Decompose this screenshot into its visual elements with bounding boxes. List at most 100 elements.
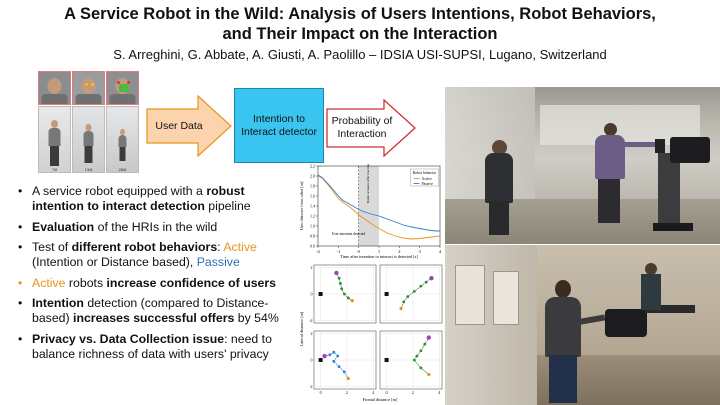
input-thumbnails: 7/8 13/8 28/8 xyxy=(38,71,140,176)
trajectory-point xyxy=(342,292,346,296)
y-tick-label: 1.8 xyxy=(310,184,315,189)
body-thumbnail-2: 13/8 xyxy=(72,106,105,173)
trajectory-point xyxy=(402,300,406,304)
key-point-text: different robot behaviors xyxy=(71,240,218,254)
key-point-item: Intention detection (compared to Distanc… xyxy=(16,296,298,326)
authors-line: S. Arreghini, G. Abbate, A. Giusti, A. P… xyxy=(113,47,607,62)
trajectory-start xyxy=(334,270,339,276)
series-line-passive xyxy=(317,174,440,232)
trajectory-point xyxy=(423,342,427,346)
key-point-text: Test of xyxy=(32,240,72,254)
trajectory-point xyxy=(419,284,423,288)
y-tick-label: 1.2 xyxy=(310,214,315,219)
key-point-text: (Intention or Distance based), xyxy=(32,255,197,269)
y-tick-label: 2.0 xyxy=(310,174,315,179)
thumb-caption-3: 28/8 xyxy=(118,167,127,172)
x-tick-label: 2 xyxy=(398,249,400,254)
body-thumbnail-3: 28/8 xyxy=(106,106,139,173)
robot-marker xyxy=(384,292,389,296)
key-point-text: pipeline xyxy=(204,199,251,213)
trajectory-point xyxy=(346,296,350,300)
distance-line-chart: -2 -1 0 1 2 3 4 0.6 0.8 1.0 1.2 1.4 1.6 1.8 2.0 2.2 Time… xyxy=(299,164,442,260)
key-point-text: Evaluation xyxy=(32,219,95,234)
x-tick-label: 0 xyxy=(386,390,388,395)
trajectory-point xyxy=(424,280,428,284)
x-axis-label: Time after intention to interact is dete… xyxy=(340,254,418,259)
x-tick-label: 1 xyxy=(378,249,380,254)
trajectory-point xyxy=(406,295,410,299)
key-point-item: Evaluation of the HRIs in the wild xyxy=(16,220,298,235)
trajectory-point xyxy=(328,353,332,357)
key-point-text: : xyxy=(217,240,224,254)
y-tick-label: 1.0 xyxy=(310,224,315,229)
robot-marker xyxy=(318,358,323,362)
face-thumbnail-2 xyxy=(72,71,105,105)
legend-entry: Passive xyxy=(422,182,434,186)
key-point-text: increase confidence of users xyxy=(106,275,277,290)
y-axis-label: Lateral distance [m] xyxy=(299,311,304,346)
x-tick-label: 4 xyxy=(438,390,440,395)
trajectory-point xyxy=(419,366,423,370)
body-thumbnail-1: 7/8 xyxy=(38,106,71,173)
key-point-text: Privacy vs. Data Collection issue xyxy=(32,331,225,346)
key-point-item: Active robots increase confidence of use… xyxy=(16,276,298,291)
key-point-text: Active xyxy=(32,275,66,290)
trajectory-plots: -2 0 2 0 2 4 -2 0 2 0 2 4 Frontal distance [m] Latera… xyxy=(299,264,443,402)
key-point-text: Active xyxy=(223,240,257,254)
y-tick-label: 1.4 xyxy=(310,204,315,209)
x-tick-label: -2 xyxy=(316,249,320,254)
y-tick-label: 2 xyxy=(311,265,313,270)
y-tick-label: -2 xyxy=(309,384,312,389)
x-tick-label: 2 xyxy=(346,390,348,395)
key-point-text: robots xyxy=(65,275,107,290)
y-axis-label: User distance from robot [m] xyxy=(299,181,304,230)
y-tick-label: 2.2 xyxy=(310,164,315,169)
trajectory-end xyxy=(427,372,431,377)
user-data-arrow xyxy=(146,95,232,157)
y-tick-label: 0 xyxy=(311,291,313,296)
thumb-caption-2: 13/8 xyxy=(84,167,93,172)
user-data-label: User Data xyxy=(155,119,203,132)
legend-title: Robot behavior xyxy=(413,171,437,175)
trajectory-point xyxy=(338,282,342,285)
key-point-text: by 54% xyxy=(234,311,279,325)
intention-detector-box: Intention to Interact detector xyxy=(234,88,324,163)
x-tick-label: 4 xyxy=(439,249,442,254)
trajectory-point xyxy=(332,350,336,354)
y-tick-label: 2 xyxy=(311,331,313,336)
key-point-item: Test of different robot behaviors: Activ… xyxy=(16,240,298,270)
trajectory-end xyxy=(399,306,403,311)
key-point-item: Privacy vs. Data Collection issue: need … xyxy=(16,332,298,362)
x-tick-label: 0 xyxy=(320,390,322,395)
key-point-text: detection (compared to Distance-based) xyxy=(32,296,269,325)
trajectory-start xyxy=(322,353,327,359)
key-point-text: increases successful offers xyxy=(73,311,235,325)
trajectory-point xyxy=(337,365,341,368)
face-thumbnail-3 xyxy=(106,71,139,105)
key-point-text: Intention xyxy=(32,296,84,310)
key-point-text: of the HRIs in the wild xyxy=(94,219,218,234)
annotation-offer: Robot actuates offer reaction xyxy=(366,164,370,204)
probability-arrow xyxy=(326,99,416,157)
y-tick-label: 1.6 xyxy=(310,194,315,199)
y-tick-label: 0.8 xyxy=(310,234,315,239)
trajectory-point xyxy=(412,358,416,362)
y-tick-label: 0 xyxy=(311,357,313,362)
legend-box xyxy=(410,168,439,187)
x-tick-label: 3 xyxy=(419,249,422,254)
trajectory-point xyxy=(412,289,416,293)
key-point-text: A service robot equipped with a xyxy=(32,184,207,198)
trajectory-start xyxy=(429,275,434,281)
trajectory-point xyxy=(419,349,423,353)
shaded-offer-region xyxy=(358,166,379,246)
trajectory-end xyxy=(350,298,354,303)
robot-marker xyxy=(318,292,323,296)
key-point-text: Passive xyxy=(196,255,240,269)
photo-corridor-robot xyxy=(445,245,720,405)
trajectory-end xyxy=(346,376,350,381)
trajectory-point xyxy=(415,354,419,358)
trajectory-point xyxy=(340,287,344,291)
trajectory-point xyxy=(337,276,341,280)
key-point-item: A service robot equipped with a robust i… xyxy=(16,184,298,214)
trajectory-start xyxy=(426,335,432,340)
